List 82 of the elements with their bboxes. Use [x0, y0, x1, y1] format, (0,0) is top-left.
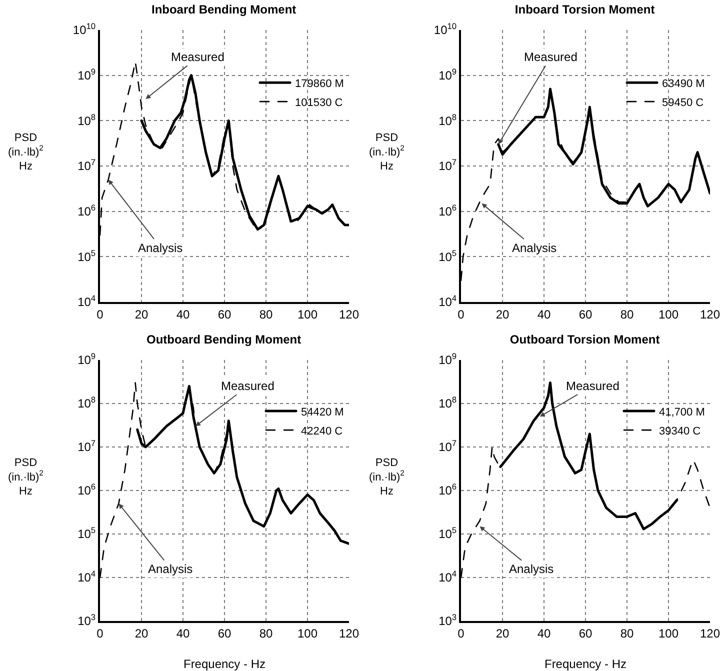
text: PSD (in.·lb)$^{2}$ Hz	[8, 132, 44, 173]
y-tick-label: 10$^{8}$	[78, 112, 96, 128]
legend-label: 39340 C	[659, 425, 701, 438]
y-tick-label: 10$^{7}$	[78, 438, 96, 454]
x-tick-label: 20	[496, 307, 510, 322]
annotation: Analysis	[512, 241, 557, 255]
legend-label: 101530 C	[295, 96, 343, 109]
y-tick-label: 10$^{3}$	[438, 612, 457, 628]
x-tick-label: 40	[176, 307, 190, 322]
chart-title: Inboard Bending Moment	[151, 2, 296, 16]
y-tick-label: 10$^{3}$	[78, 612, 96, 628]
x-tick-label: 0	[96, 307, 104, 322]
x-tick-label: 100	[658, 626, 679, 640]
y-tick-label: 10$^{4}$	[78, 293, 96, 310]
y-tick-label: 10$^{4}$	[438, 568, 457, 585]
x-tick-label: 120	[700, 626, 720, 640]
x-tick-label: 80	[259, 307, 273, 322]
y-tick-label: 10$^{5}$	[438, 248, 457, 264]
x-tick-label: 80	[259, 626, 273, 640]
annotation: Analysis	[148, 562, 193, 576]
y-tick-label: 10$^{8}$	[438, 112, 457, 128]
y-tick-label: 10$^{8}$	[438, 394, 457, 411]
y-tick-label: 10$^{10}$	[434, 21, 457, 38]
y-tick-label: 10$^{9}$	[78, 351, 96, 368]
y-tick-label: 10$^{6}$	[78, 202, 96, 219]
annotation: Analysis	[509, 562, 554, 576]
x-tick-label: 80	[620, 307, 634, 322]
annotation: Measured	[566, 379, 620, 393]
x-axis-title: Frequency - Hz	[544, 657, 627, 671]
y-tick-label: 10$^{10}$	[72, 21, 96, 38]
annotation: Measured	[221, 379, 274, 393]
annotation: Measured	[524, 50, 578, 64]
x-tick-label: 120	[338, 626, 360, 640]
y-tick-label: 10$^{5}$	[78, 525, 96, 542]
x-tick-label: 40	[537, 307, 551, 322]
y-tick-label: 10$^{9}$	[438, 66, 457, 83]
x-tick-label: 20	[134, 626, 148, 640]
legend-label: 179860 M	[295, 78, 344, 90]
legend-label: 54420 M	[301, 406, 344, 418]
legend-label: 41,700 M	[659, 406, 705, 418]
y-tick-label: 10$^{9}$	[438, 351, 457, 368]
x-tick-label: 0	[458, 307, 465, 322]
annotation: Analysis	[138, 241, 183, 255]
x-tick-label: 20	[496, 626, 510, 640]
x-axis-title: Frequency - Hz	[183, 657, 266, 671]
legend-label: 42240 C	[301, 425, 343, 438]
y-tick-label: 10$^{4}$	[438, 293, 457, 310]
x-tick-label: 0	[96, 626, 104, 640]
x-tick-label: 0	[458, 626, 465, 640]
text: PSD (in.·lb)$^{2}$ Hz	[8, 457, 44, 498]
x-tick-label: 40	[537, 626, 551, 640]
x-tick-label: 80	[620, 626, 634, 640]
y-tick-label: 10$^{5}$	[78, 248, 96, 264]
text: PSD (in.·lb)$^{2}$ Hz	[369, 132, 404, 173]
x-tick-label: 120	[338, 307, 360, 322]
x-tick-label: 60	[218, 307, 232, 322]
legend-label: 63490 M	[662, 78, 705, 90]
x-tick-label: 120	[700, 307, 720, 322]
x-tick-label: 60	[218, 626, 232, 640]
x-tick-label: 40	[176, 626, 190, 640]
y-tick-label: 10$^{6}$	[438, 202, 457, 219]
x-tick-label: 60	[578, 307, 592, 322]
x-tick-label: 100	[297, 307, 318, 322]
legend-label: 59450 C	[662, 96, 704, 109]
chart-title: Inboard Torsion Moment	[514, 2, 655, 16]
y-tick-label: 10$^{7}$	[438, 438, 457, 454]
y-tick-label: 10$^{7}$	[78, 157, 96, 174]
annotation: Measured	[171, 50, 224, 64]
y-tick-label: 10$^{5}$	[438, 525, 457, 542]
chart-title: Outboard Torsion Moment	[510, 332, 660, 347]
y-tick-label: 10$^{6}$	[78, 482, 96, 498]
y-tick-label: 10$^{9}$	[78, 66, 96, 83]
x-tick-label: 60	[578, 626, 592, 640]
x-tick-label: 100	[297, 626, 318, 640]
x-tick-label: 20	[134, 307, 148, 322]
y-tick-label: 10$^{7}$	[438, 157, 457, 174]
y-tick-label: 10$^{6}$	[438, 482, 457, 498]
y-tick-label: 10$^{4}$	[78, 568, 96, 585]
x-tick-label: 100	[658, 307, 679, 322]
y-tick-label: 10$^{8}$	[78, 394, 96, 411]
chart-title: Outboard Bending Moment	[146, 332, 302, 347]
text: PSD (in.·lb)$^{2}$ Hz	[369, 457, 404, 498]
